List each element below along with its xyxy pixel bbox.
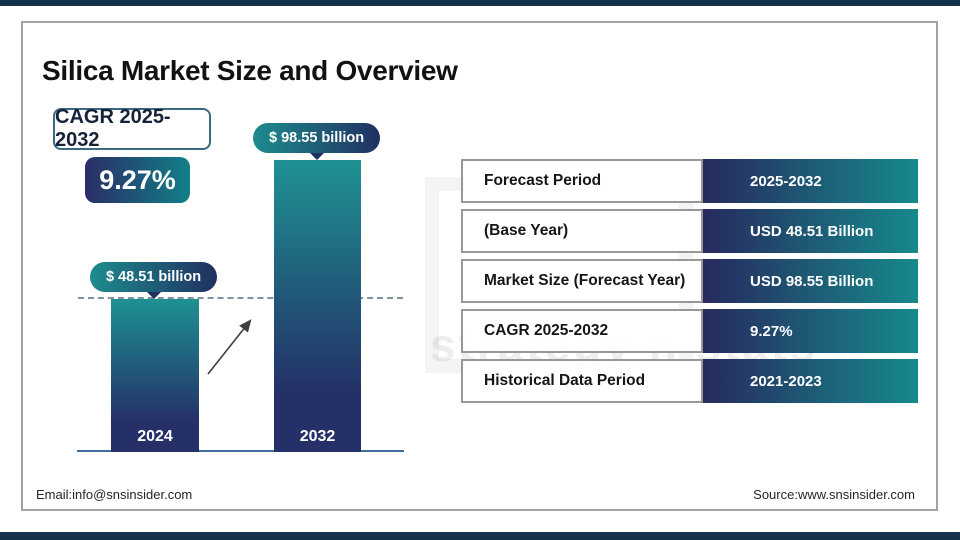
market-info-table: Forecast Period 2025-2032 (Base Year) US… — [461, 159, 918, 409]
row-label-cell: CAGR 2025-2032 — [461, 309, 703, 353]
row-label-cell: Historical Data Period — [461, 359, 703, 403]
bar-2032-label: 2032 — [299, 428, 336, 445]
value-callout-2024: $ 48.51 billion — [90, 262, 218, 292]
table-row: Historical Data Period 2021-2023 — [461, 359, 918, 403]
cagr-period-box: CAGR 2025-2032 — [53, 106, 211, 151]
cagr-value-badge: 9.27% — [85, 157, 190, 203]
row-label-cell: Forecast Period — [461, 159, 703, 203]
content-frame-border — [21, 21, 938, 511]
footer-source: Source:www.snsinsider.com — [753, 487, 915, 502]
table-row: Market Size (Forecast Year) USD 98.55 Bi… — [461, 259, 918, 303]
row-label-cell: (Base Year) — [461, 209, 703, 253]
bar-2032: 2032 — [274, 160, 361, 452]
row-label-cell: Market Size (Forecast Year) — [461, 259, 703, 303]
table-row: Forecast Period 2025-2032 — [461, 159, 918, 203]
chart-baseline — [77, 450, 404, 452]
row-value-cell: USD 48.51 Billion — [703, 209, 918, 253]
footer-email: Email:info@snsinsider.com — [36, 487, 193, 502]
bar-2024: 2024 — [111, 299, 199, 452]
growth-arrow-icon — [207, 319, 252, 375]
table-row: (Base Year) USD 48.51 Billion — [461, 209, 918, 253]
row-value-cell: 2025-2032 — [703, 159, 918, 203]
page-title: Silica Market Size and Overview — [42, 54, 458, 86]
bottom-accent-strip — [0, 532, 960, 540]
bar-2024-label: 2024 — [137, 428, 173, 445]
table-row: CAGR 2025-2032 9.27% — [461, 309, 918, 353]
value-callout-2032: $ 98.55 billion — [253, 123, 381, 153]
row-value-cell: 9.27% — [703, 309, 918, 353]
guide-dotted-line — [78, 297, 403, 299]
top-accent-strip — [0, 0, 960, 6]
row-value-cell: 2021-2023 — [703, 359, 918, 403]
row-value-cell: USD 98.55 Billion — [703, 259, 918, 303]
